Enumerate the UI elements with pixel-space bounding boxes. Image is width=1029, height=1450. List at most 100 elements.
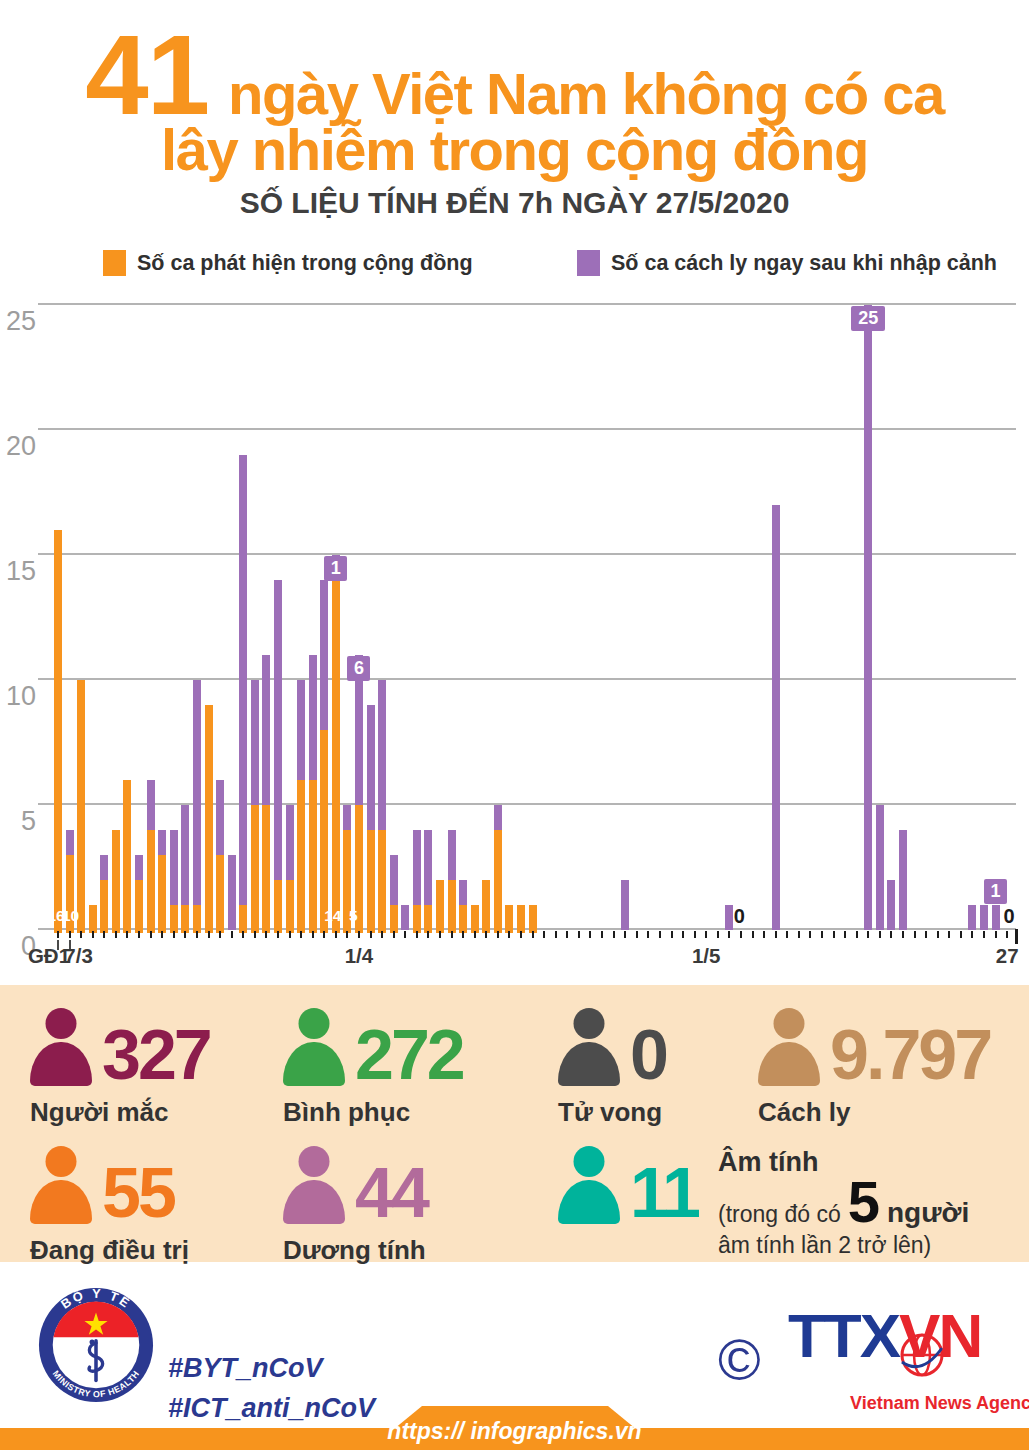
stat-positive: 44 Dương tính bbox=[283, 1146, 427, 1266]
axis-tick bbox=[126, 931, 128, 938]
bar-quarantine bbox=[390, 855, 398, 905]
bar-value-box: 1 bbox=[324, 556, 347, 581]
bar-community bbox=[436, 880, 444, 933]
negative-note-prefix: (trong đó có bbox=[718, 1201, 841, 1228]
person-icon bbox=[558, 1146, 620, 1224]
bar-community bbox=[378, 830, 386, 933]
bar-community bbox=[54, 530, 62, 933]
bar-community bbox=[494, 830, 502, 933]
axis-tick bbox=[925, 931, 927, 938]
stat-deaths: 0 Tử vong bbox=[558, 1008, 666, 1128]
bar-quarantine bbox=[448, 830, 456, 880]
stat-label: Cách ly bbox=[758, 1097, 990, 1128]
axis-tick bbox=[763, 931, 765, 938]
axis-tick bbox=[300, 931, 302, 938]
stat-label: Dương tính bbox=[283, 1235, 427, 1266]
axis-tick bbox=[566, 931, 568, 938]
person-icon bbox=[758, 1008, 820, 1086]
bar-community bbox=[89, 905, 97, 933]
bar-quarantine bbox=[413, 830, 421, 905]
bar-community bbox=[459, 905, 467, 933]
axis-tick bbox=[508, 931, 510, 938]
axis-tick bbox=[532, 931, 534, 938]
ttxvn-logo: TTXVN bbox=[788, 1300, 981, 1371]
ministry-of-health-logo: BỘ Y TẾ MINISTRY OF HEALTH bbox=[37, 1286, 155, 1404]
stat-value: 44 bbox=[355, 1162, 427, 1224]
bar-community bbox=[100, 880, 108, 933]
axis-tick bbox=[867, 931, 869, 938]
axis-tick bbox=[613, 931, 615, 938]
axis-tick bbox=[682, 931, 684, 938]
bar-quarantine bbox=[181, 805, 189, 905]
axis-tick bbox=[879, 931, 881, 938]
axis-tick bbox=[462, 931, 464, 938]
bar-quarantine bbox=[378, 680, 386, 830]
bar-quarantine bbox=[262, 655, 270, 805]
axis-tick bbox=[289, 931, 291, 938]
axis-tick bbox=[971, 931, 973, 938]
bar-quarantine bbox=[424, 830, 432, 905]
bar-quarantine bbox=[66, 830, 74, 855]
stat-value: 55 bbox=[102, 1162, 174, 1224]
bar-value-box: 25 bbox=[851, 306, 885, 331]
bar-community bbox=[262, 805, 270, 933]
axis-tick bbox=[624, 931, 626, 938]
axis-tick bbox=[173, 931, 175, 938]
axis-tick bbox=[740, 931, 742, 938]
y-axis-label: 20 bbox=[2, 431, 36, 462]
bar-community bbox=[424, 905, 432, 933]
zero-label: 0 bbox=[726, 905, 752, 928]
hashtags: #BYT_nCoV #ICT_anti_nCoV bbox=[168, 1348, 375, 1428]
bar-community bbox=[505, 905, 513, 933]
bar-community bbox=[320, 730, 328, 933]
bar-community bbox=[170, 905, 178, 933]
bar-community bbox=[193, 905, 201, 933]
bar-community bbox=[482, 880, 490, 933]
axis-tick bbox=[370, 931, 372, 938]
copyright-icon: © bbox=[718, 1326, 761, 1393]
hashtag-byt: #BYT_nCoV bbox=[168, 1348, 375, 1388]
axis-tick bbox=[809, 931, 811, 938]
axis-tick bbox=[358, 931, 360, 938]
bar-quarantine bbox=[887, 880, 895, 930]
bar-community bbox=[274, 880, 282, 933]
stat-label: Người mắc bbox=[30, 1097, 210, 1128]
y-axis-label: 25 bbox=[2, 306, 36, 337]
infographics-url[interactable]: https:// infographics.vn bbox=[0, 1418, 1029, 1445]
axis-tick bbox=[150, 931, 152, 938]
axis-tick bbox=[728, 931, 730, 938]
axis-tick bbox=[844, 931, 846, 938]
axis-tick bbox=[902, 931, 904, 938]
bar-quarantine bbox=[980, 905, 988, 930]
axis-tick bbox=[208, 931, 210, 938]
axis-tick bbox=[57, 931, 59, 938]
bar-quarantine bbox=[494, 805, 502, 830]
axis-tick bbox=[335, 931, 337, 938]
bar-community bbox=[147, 830, 155, 933]
person-icon bbox=[283, 1146, 345, 1224]
axis-end-tick bbox=[1015, 929, 1018, 944]
axis-tick bbox=[694, 931, 696, 938]
bar-community bbox=[448, 880, 456, 933]
axis-tick bbox=[277, 931, 279, 938]
axis-tick bbox=[659, 931, 661, 938]
bar-chart: 0510152025GĐ17/31/41/52716101451625100 bbox=[0, 0, 1029, 975]
bar-community bbox=[471, 905, 479, 933]
x-axis-label: 1/5 bbox=[666, 944, 746, 968]
bar-community bbox=[239, 905, 247, 933]
axis-tick bbox=[485, 931, 487, 938]
bar-community bbox=[332, 580, 340, 933]
bar-community bbox=[413, 905, 421, 933]
bar-bottom-label: 10 bbox=[60, 907, 82, 925]
axis-tick bbox=[393, 931, 395, 938]
axis-tick bbox=[1006, 931, 1008, 938]
stat-label: Tử vong bbox=[558, 1097, 666, 1128]
bar-community bbox=[286, 880, 294, 933]
stat-negative: 11 bbox=[558, 1146, 698, 1224]
axis-tick bbox=[578, 931, 580, 938]
bar-quarantine bbox=[100, 855, 108, 880]
axis-tick bbox=[960, 931, 962, 938]
axis-tick bbox=[775, 931, 777, 938]
bar-quarantine bbox=[899, 830, 907, 930]
bar-quarantine bbox=[621, 880, 629, 930]
